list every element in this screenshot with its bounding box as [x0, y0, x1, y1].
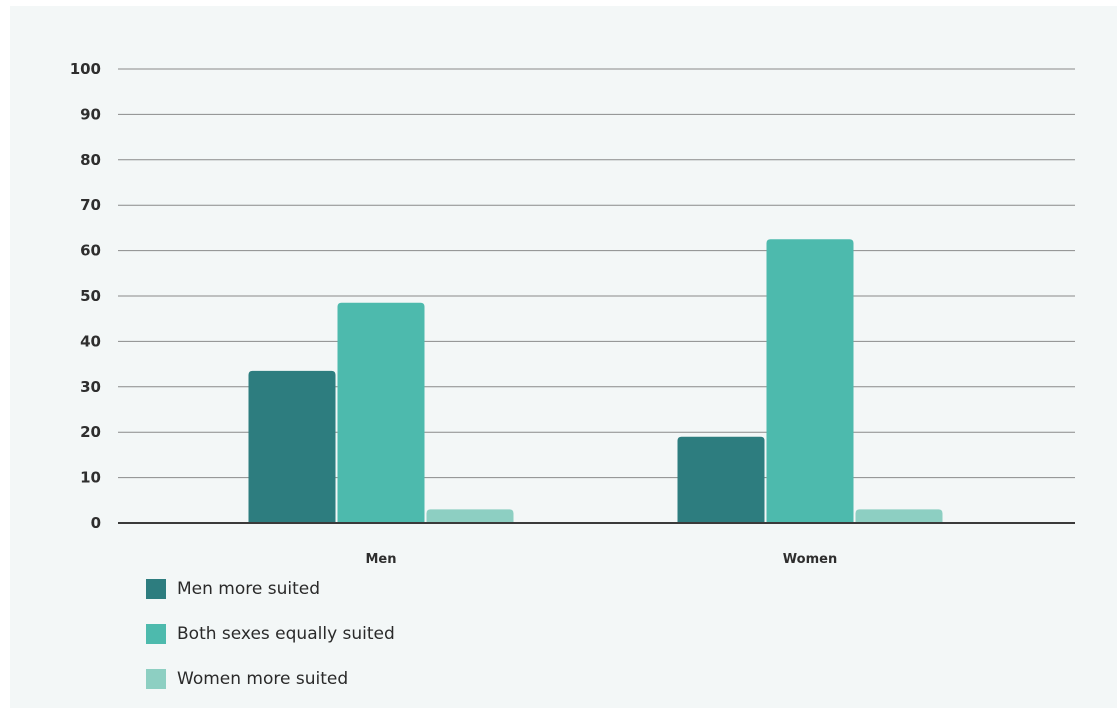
y-tick-label: 100 — [70, 60, 101, 78]
x-axis-category-labels: Men Women — [365, 552, 837, 567]
bars — [248, 239, 943, 523]
y-tick-label: 70 — [80, 196, 101, 214]
legend-item-both-sexes-equally-suited: Both sexes equally suited — [146, 623, 395, 645]
y-tick-label: 10 — [80, 469, 101, 487]
bar — [677, 436, 765, 523]
y-tick-label: 30 — [80, 378, 101, 396]
bar — [855, 509, 943, 523]
y-tick-label: 60 — [80, 242, 101, 260]
y-tick-label: 0 — [91, 514, 101, 532]
legend: Men more suited Both sexes equally suite… — [146, 578, 395, 713]
y-tick-label: 90 — [80, 105, 101, 123]
legend-swatch — [146, 669, 166, 689]
y-tick-label: 20 — [80, 423, 101, 441]
y-tick-label: 40 — [80, 332, 101, 350]
legend-label: Both sexes equally suited — [177, 624, 395, 644]
legend-swatch — [146, 579, 166, 599]
bar — [426, 509, 514, 523]
y-tick-label: 80 — [80, 151, 101, 169]
bar — [337, 302, 425, 523]
x-category-label: Women — [783, 552, 837, 567]
legend-label: Men more suited — [177, 579, 321, 599]
legend-item-men-more-suited: Men more suited — [146, 578, 395, 600]
legend-item-women-more-suited: Women more suited — [146, 668, 395, 690]
y-axis-tick-labels: 0 10 20 30 40 50 60 70 80 90 100 — [70, 60, 101, 532]
legend-label: Women more suited — [177, 669, 349, 689]
chart-panel — [10, 6, 1117, 708]
bar — [248, 370, 336, 523]
bar — [766, 239, 854, 523]
y-tick-label: 50 — [80, 287, 101, 305]
legend-swatch — [146, 624, 166, 644]
x-category-label: Men — [365, 552, 396, 567]
